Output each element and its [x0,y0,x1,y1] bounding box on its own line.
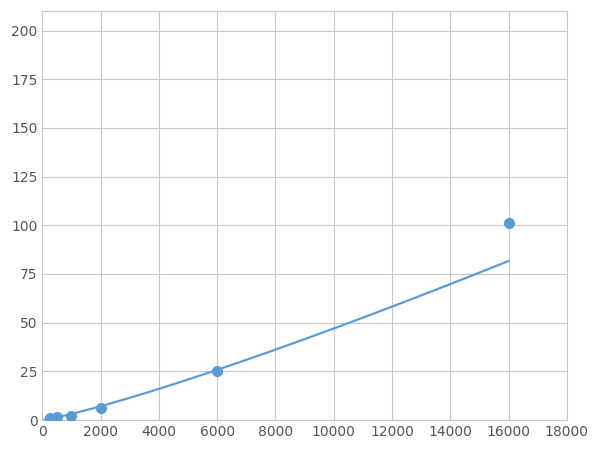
Point [67,412,76,419]
Point [45,415,55,422]
Point [96,405,106,412]
Point [504,220,514,227]
Point [52,414,62,421]
Point [212,368,222,375]
